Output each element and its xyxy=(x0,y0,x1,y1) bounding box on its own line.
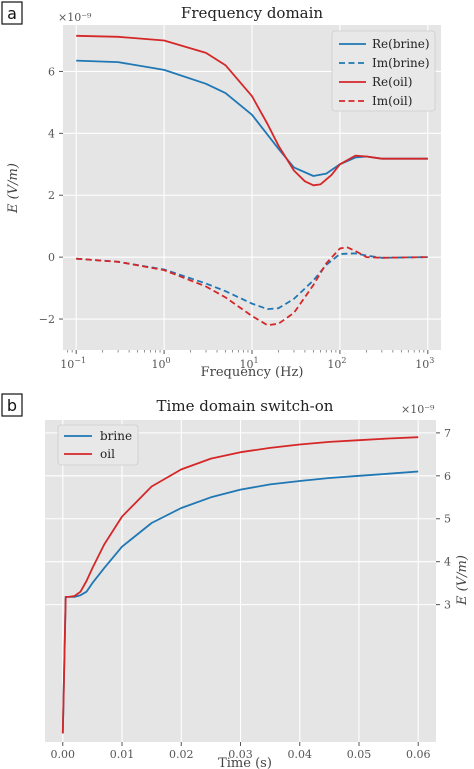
panel-a-y-tick-label: −2 xyxy=(39,313,55,326)
panel-b-grid xyxy=(45,420,436,742)
panel-b-x-tick-label: 0.06 xyxy=(406,748,431,761)
panel-b: b 0.00 0.01 0.02 0.03 0.04 0.05 0.06 3 4 5 6 7 Tim… xyxy=(1,393,470,769)
panel-b-y-tick-label: 4 xyxy=(444,556,451,569)
panel-b-y-tick-label: 3 xyxy=(444,599,451,612)
panel-a-title: Frequency domain xyxy=(181,4,323,22)
panel-b-x-ticks: 0.00 0.01 0.02 0.03 0.04 0.05 0.06 xyxy=(51,742,431,761)
panel-b-y-tick-label: 5 xyxy=(444,513,451,526)
panel-b-series xyxy=(61,436,419,734)
panel-a-x-tick-label: 102 xyxy=(327,356,346,371)
panel-a-series-line-2 xyxy=(76,34,428,187)
panel-a-x-tick-exponent: −1 xyxy=(74,356,86,365)
panel-a-tag-label: a xyxy=(7,4,17,23)
panel-a-legend-label-3: Im(oil) xyxy=(372,94,412,108)
panel-a-y-ticks: −2 0 2 4 6 xyxy=(39,65,63,326)
panel-b-y-multiplier: ×10⁻⁹ xyxy=(401,403,435,416)
panel-a-series-line-3 xyxy=(76,246,428,327)
panel-b-y-ticks: 3 4 5 6 7 xyxy=(436,427,451,612)
panel-b-y-tick-label: 6 xyxy=(444,470,451,483)
panel-b-legend: brine oil xyxy=(57,424,139,466)
panel-a-x-tick-exponent: 2 xyxy=(341,356,346,365)
panel-a-y-tick-label: 6 xyxy=(48,65,55,78)
panel-a-legend: Re(brine) Im(brine) Re(oil) Im(oil) xyxy=(331,30,436,112)
panel-b-title: Time domain switch-on xyxy=(157,397,334,415)
panel-b-series-line-1 xyxy=(61,436,419,734)
panel-a-legend-label-0: Re(brine) xyxy=(372,37,430,51)
panel-a-legend-label-2: Re(oil) xyxy=(372,75,412,89)
panel-b-x-tick-label: 0.05 xyxy=(347,748,372,761)
panel-a-y-tick-label: 0 xyxy=(48,251,55,264)
panel-a-y-multiplier: ×10⁻⁹ xyxy=(58,11,92,24)
panel-a-x-tick-label: 10−1 xyxy=(60,356,86,371)
panel-a-y-tick-label: 4 xyxy=(48,127,55,140)
panel-b-x-tick-label: 0.00 xyxy=(51,748,76,761)
panel-a-x-tick-exponent: 0 xyxy=(166,356,171,365)
panel-a-x-tick-label: 100 xyxy=(152,356,171,371)
panel-b-tag-label: b xyxy=(7,396,17,415)
panel-b-x-axis-label: Time (s) xyxy=(218,756,272,769)
panel-b-x-tick-label: 0.04 xyxy=(287,748,312,761)
panel-b-tag: b xyxy=(1,393,23,417)
panel-a-legend-label-1: Im(brine) xyxy=(372,56,430,70)
panel-b-legend-label-0: brine xyxy=(100,429,132,443)
panel-a-y-axis-label: E (V/m) xyxy=(6,163,21,214)
panel-b-x-tick-label: 0.02 xyxy=(169,748,194,761)
panel-b-legend-label-1: oil xyxy=(100,447,115,461)
panel-b-y-axis-label: E (V/m) xyxy=(455,555,470,606)
panel-a-x-axis-label: Frequency (Hz) xyxy=(201,365,304,380)
panel-a-series xyxy=(76,34,428,327)
panel-a-x-tick-exponent: 1 xyxy=(253,356,258,365)
panel-a-x-tick-exponent: 3 xyxy=(429,356,434,365)
panel-a-tag: a xyxy=(1,1,23,25)
panel-b-x-tick-label: 0.01 xyxy=(110,748,135,761)
panel-a-y-tick-label: 2 xyxy=(48,189,55,202)
panel-a-x-tick-label: 103 xyxy=(415,356,434,371)
panel-b-x-tick-label: 0.03 xyxy=(228,748,253,761)
panel-a-series-line-1 xyxy=(76,252,428,311)
panel-b-y-tick-label: 7 xyxy=(444,427,451,440)
